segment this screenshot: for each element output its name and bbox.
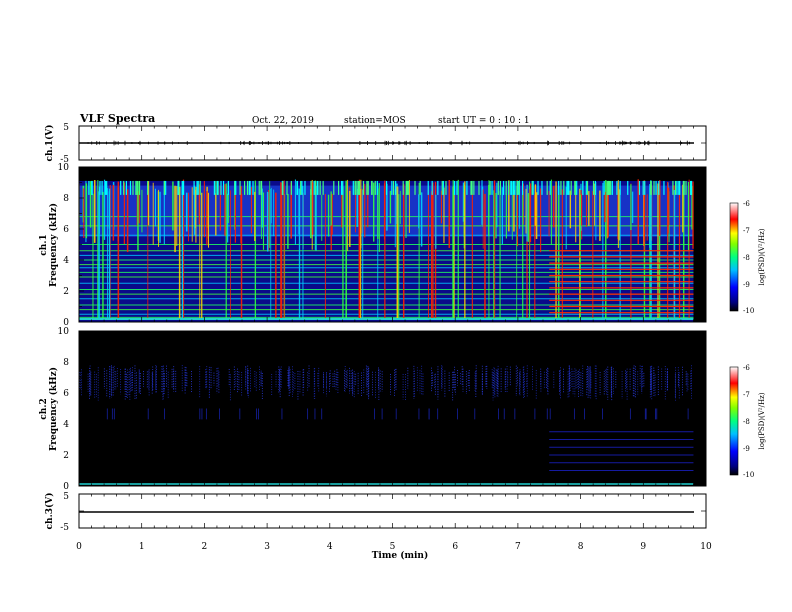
ch2-colorbar-tick-minus8: -8 — [743, 418, 750, 426]
station-label: station=MOS — [344, 116, 406, 126]
ch1-spectrogram-channel-label: ch.1 — [39, 234, 49, 255]
ch2-spectrogram-channel-label: ch.2 — [39, 398, 49, 419]
ch1-frequency-axis-label: Frequency (kHz) — [48, 203, 59, 287]
figure-title: VLF Spectra — [79, 112, 155, 125]
ch2-colorbar-label: log(PSD)(V²/Hz) — [758, 392, 766, 449]
axis-ticks — [78, 125, 707, 529]
start-time-label: start UT = 0 : 10 : 1 — [438, 116, 530, 126]
ch1-ytick-bottom: -5 — [60, 155, 69, 165]
panel-ch3-frame — [78, 493, 707, 529]
ch1-colorbar-tick-minus7: -7 — [743, 227, 750, 235]
xtick-5: 5 — [390, 542, 396, 552]
ch2-ytick-2: 2 — [63, 451, 69, 461]
ch2-colorbar — [729, 366, 739, 476]
panel-ch1-spectrogram: 0 2 4 6 8 10 ch.1 Frequency (kHz) -6 -7 … — [39, 163, 766, 328]
ch2-ytick-8: 8 — [63, 358, 69, 368]
xtick-0: 0 — [76, 542, 82, 552]
ch1-ytick-2: 2 — [63, 287, 69, 297]
xtick-8: 8 — [578, 542, 584, 552]
ch1-colorbar-tick-minus9: -9 — [743, 281, 750, 289]
ch1-colorbar-tick-minus6: -6 — [743, 200, 750, 208]
ch2-ytick-6: 6 — [63, 389, 69, 399]
ch2-colorbar-tick-minus9: -9 — [743, 445, 750, 453]
ch1-ytick-top: 5 — [63, 123, 69, 133]
ch2-spectrogram-image — [78, 365, 694, 485]
date-label: Oct. 22, 2019 — [252, 116, 314, 126]
ch3-ytick-top: 5 — [63, 492, 69, 502]
ch2-colorbar-tick-minus10: -10 — [743, 471, 754, 479]
ch3-v-axis-label: ch.3(V) — [44, 493, 55, 530]
ch2-ytick-0: 0 — [63, 482, 69, 492]
ch1-colorbar — [729, 202, 739, 312]
xtick-9: 9 — [640, 542, 646, 552]
ch1-ytick-6: 6 — [63, 225, 69, 235]
ch1-ytick-0: 0 — [63, 318, 69, 328]
ch1-waveform-jitter — [87, 140, 690, 146]
xtick-2: 2 — [202, 542, 208, 552]
x-axis-label: Time (min) — [372, 550, 429, 561]
panel-ch3-waveform: 5 -5 ch.3(V) — [44, 492, 707, 533]
ch2-spectrogram-background — [79, 331, 706, 486]
panel-ch2-spectrogram: 0 2 4 6 8 10 ch.2 Frequency (kHz) -6 -7 … — [39, 327, 766, 492]
ch1-spectrogram-image — [78, 179, 694, 322]
ch1-colorbar-tick-minus8: -8 — [743, 254, 750, 262]
ch1-ytick-8: 8 — [63, 194, 69, 204]
xtick-1: 1 — [139, 542, 145, 552]
x-axis: 0 1 2 3 4 5 6 7 8 9 10 Time (min) — [76, 542, 712, 561]
ch3-ytick-bottom: -5 — [60, 523, 69, 533]
xtick-3: 3 — [264, 542, 270, 552]
ch2-colorbar-tick-minus7: -7 — [743, 391, 750, 399]
ch1-spectrogram-yticks: 0 2 4 6 8 10 — [58, 163, 70, 328]
xtick-7: 7 — [515, 542, 521, 552]
xtick-6: 6 — [452, 542, 458, 552]
xtick-10: 10 — [700, 542, 712, 552]
ch2-frequency-axis-label: Frequency (kHz) — [48, 367, 59, 451]
ch1-v-axis-label: ch.1(V) — [44, 125, 55, 162]
ch1-ytick-10: 10 — [58, 163, 70, 173]
panel-ch1-waveform: 5 -5 ch.1(V) — [44, 123, 707, 165]
ch1-ytick-4: 4 — [63, 256, 69, 266]
xtick-4: 4 — [327, 542, 333, 552]
ch2-colorbar-tick-minus6: -6 — [743, 364, 750, 372]
ch2-ytick-10: 10 — [58, 327, 70, 337]
ch2-ytick-4: 4 — [63, 420, 69, 430]
ch1-colorbar-tick-minus10: -10 — [743, 307, 754, 315]
ch1-colorbar-label: log(PSD)(V²/Hz) — [758, 228, 766, 285]
